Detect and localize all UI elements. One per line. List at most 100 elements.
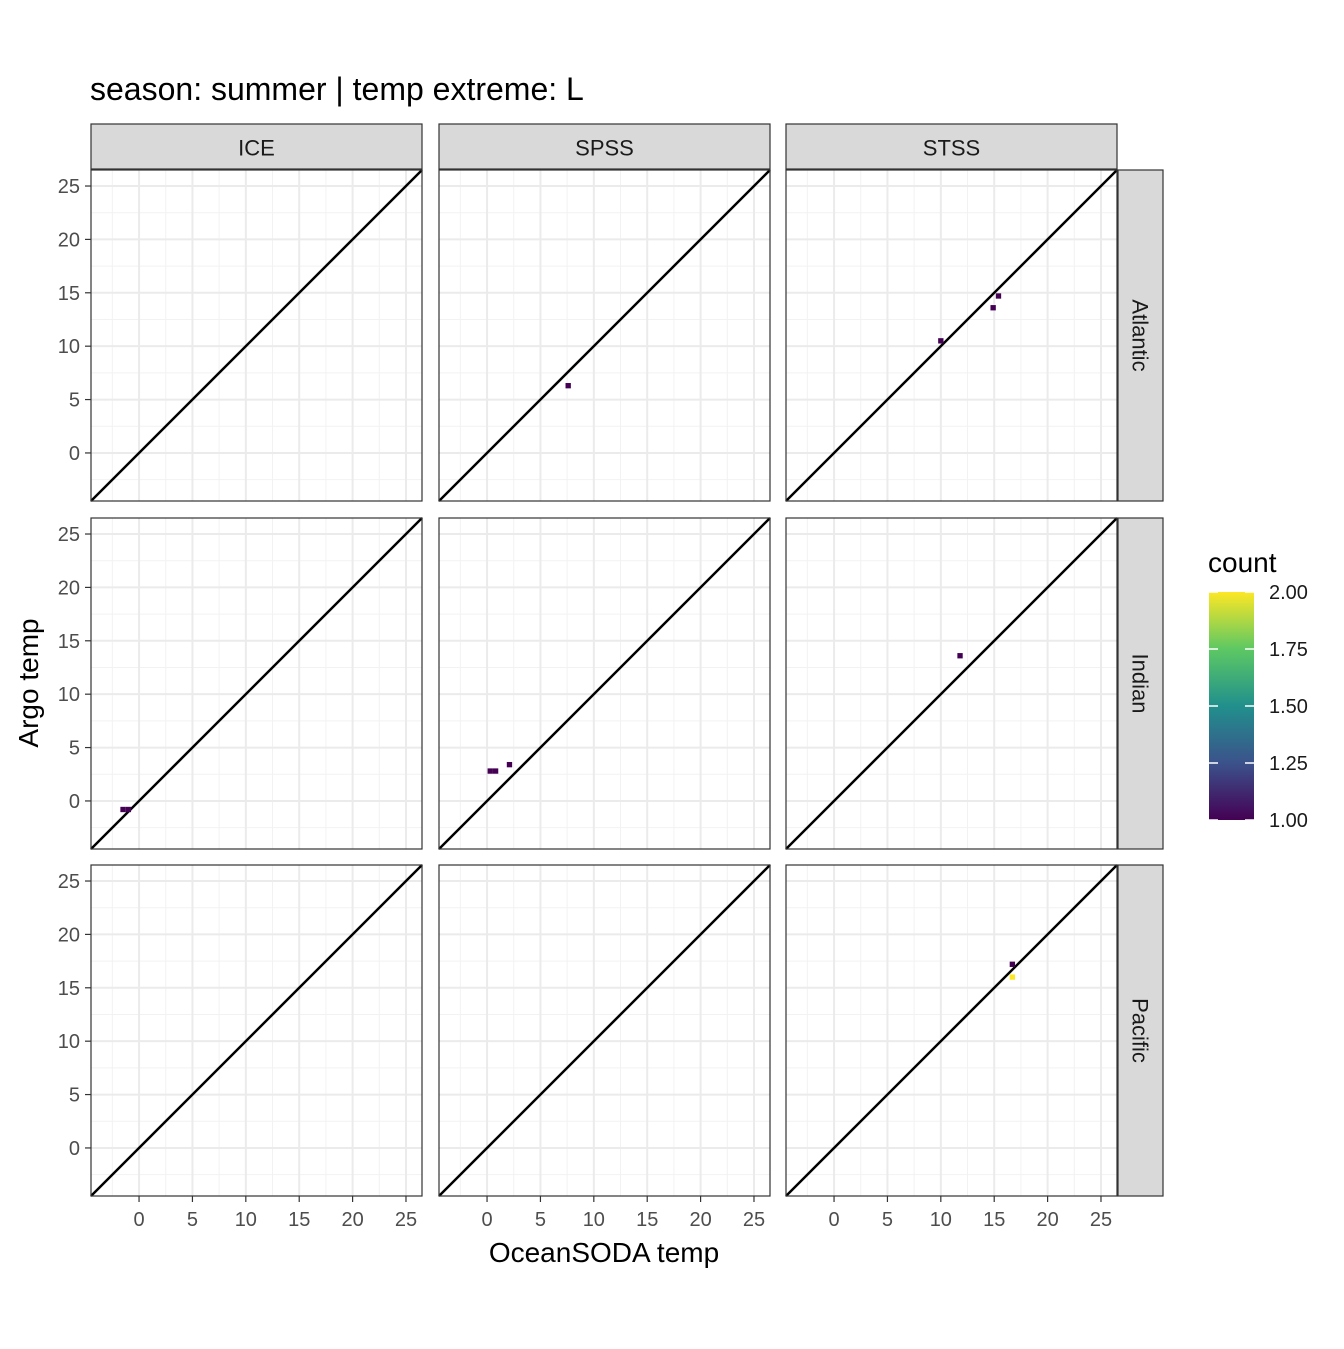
- colorbar-ticks: 2.00 1.75 1.50 1.25 1.00: [1209, 582, 1308, 832]
- heatmap-cell: [120, 806, 126, 813]
- panel-spss-pacific: 0 5 10 15 20 25: [438, 864, 771, 1231]
- x-tick-label: 0: [828, 1209, 839, 1231]
- facet-panels: ICE SPSS STSS Atlantic Indian Pacific 0 5 10 15 20…: [58, 123, 1164, 1231]
- panel-border: [785, 864, 1118, 1197]
- x-tick-label: 5: [882, 1209, 893, 1231]
- panel-spss-indian: [438, 517, 771, 850]
- heatmap-cell: [506, 761, 513, 768]
- y-tick-label: 25: [58, 176, 80, 198]
- panel-ice-indian: 0 5 10 15 20 25: [58, 517, 423, 850]
- x-tick-label: 25: [743, 1209, 765, 1231]
- x-tick-label: 20: [341, 1209, 363, 1231]
- y-axis-pacific: 0 5 10 15 20 25: [58, 871, 91, 1160]
- y-axis-label: Argo temp: [13, 618, 44, 747]
- identity-line: [90, 169, 423, 502]
- facet-strip-bg: [438, 123, 771, 170]
- panel-grid: [439, 170, 770, 501]
- x-tick-label: 20: [1036, 1209, 1058, 1231]
- x-tick-label: 20: [689, 1209, 711, 1231]
- heatmap-cell: [1009, 974, 1016, 980]
- x-tick-label: 5: [187, 1209, 198, 1231]
- x-tick-label: 5: [535, 1209, 546, 1231]
- facet-strip-label: Pacific: [1128, 998, 1153, 1063]
- facet-strip-ice: ICE: [90, 123, 423, 170]
- y-tick-label: 10: [58, 1031, 80, 1053]
- facet-strip-indian: Indian: [1117, 517, 1164, 850]
- y-tick-label: 5: [69, 738, 80, 760]
- colorbar-label: 1.00: [1269, 810, 1308, 832]
- panel-ice-atlantic: 0 5 10 15 20 25: [58, 169, 423, 502]
- heatmap-cell: [990, 305, 996, 311]
- identity-line: [785, 864, 1118, 1197]
- x-axis-label: OceanSODA temp: [489, 1237, 719, 1268]
- facet-strip-spss: SPSS: [438, 123, 771, 170]
- x-tick-label: 25: [395, 1209, 417, 1231]
- identity-line: [438, 864, 771, 1197]
- facet-strip-bg: [1117, 169, 1164, 502]
- colorbar-label: 1.50: [1269, 696, 1308, 718]
- panel-border: [90, 864, 423, 1197]
- y-tick-label: 5: [69, 1085, 80, 1107]
- x-axis-spss: 0 5 10 15 20 25: [481, 1196, 765, 1231]
- y-tick-label: 0: [69, 443, 80, 465]
- panel-grid: [786, 170, 1117, 501]
- facet-strip-bg: [1117, 517, 1164, 850]
- panel-border: [785, 169, 1118, 502]
- panel-border: [90, 169, 423, 502]
- heatmap-cell: [938, 338, 944, 344]
- x-tick-label: 15: [288, 1209, 310, 1231]
- heatmap-cell: [492, 768, 499, 774]
- panel-grid: [786, 518, 1117, 849]
- facet-strip-bg: [785, 123, 1118, 170]
- panel-border: [438, 169, 771, 502]
- colorbar-legend: count 2.00 1.75 1.50 1.25 1.00: [1208, 547, 1308, 832]
- x-tick-label: 0: [133, 1209, 144, 1231]
- panel-grid: [91, 865, 422, 1196]
- heatmap-cell: [565, 383, 571, 389]
- x-tick-label: 10: [930, 1209, 952, 1231]
- x-tick-label: 0: [481, 1209, 492, 1231]
- facet-strip-stss: STSS: [785, 123, 1118, 170]
- y-tick-label: 15: [58, 283, 80, 305]
- y-tick-label: 20: [58, 577, 80, 599]
- panel-grid: [91, 170, 422, 501]
- y-tick-label: 5: [69, 390, 80, 412]
- y-tick-label: 10: [58, 336, 80, 358]
- panel-ice-pacific: 0 5 10 15 20 25 0 5 10 15 20 25: [58, 864, 423, 1231]
- facet-strip-label: Atlantic: [1128, 299, 1153, 371]
- panel-border: [438, 864, 771, 1197]
- identity-line: [438, 517, 771, 850]
- y-tick-label: 0: [69, 1138, 80, 1160]
- x-tick-label: 10: [583, 1209, 605, 1231]
- y-axis-atlantic: 0 5 10 15 20 25: [58, 176, 91, 465]
- identity-line: [90, 864, 423, 1197]
- y-tick-label: 25: [58, 871, 80, 893]
- x-axis-stss: 0 5 10 15 20 25: [828, 1196, 1112, 1231]
- identity-line: [785, 169, 1118, 502]
- panel-spss-atlantic: [438, 169, 771, 502]
- y-tick-label: 15: [58, 978, 80, 1000]
- colorbar-label: 1.75: [1269, 639, 1308, 661]
- x-axis-ice: 0 5 10 15 20 25: [133, 1196, 417, 1231]
- facet-strip-label: ICE: [238, 136, 275, 161]
- colorbar-label: 2.00: [1269, 582, 1308, 604]
- x-tick-label: 15: [636, 1209, 658, 1231]
- facet-strip-bg: [1117, 864, 1164, 1197]
- panel-stss-pacific: 0 5 10 15 20 25: [785, 864, 1118, 1231]
- panel-border: [785, 517, 1118, 850]
- y-axis-indian: 0 5 10 15 20 25: [58, 524, 91, 813]
- panel-border: [438, 517, 771, 850]
- heatmap-cell: [995, 293, 1002, 299]
- panel-grid: [91, 518, 422, 849]
- y-tick-label: 20: [58, 924, 80, 946]
- heatmap-cell: [125, 806, 132, 813]
- heatmap-cell: [487, 768, 493, 774]
- panel-stss-indian: [785, 517, 1118, 850]
- identity-line: [785, 517, 1118, 850]
- y-tick-label: 15: [58, 631, 80, 653]
- chart-title: season: summer | temp extreme: L: [90, 71, 584, 107]
- facet-strip-label: Indian: [1128, 654, 1153, 714]
- facet-strip-atlantic: Atlantic: [1117, 169, 1164, 502]
- panel-stss-atlantic: [785, 169, 1118, 502]
